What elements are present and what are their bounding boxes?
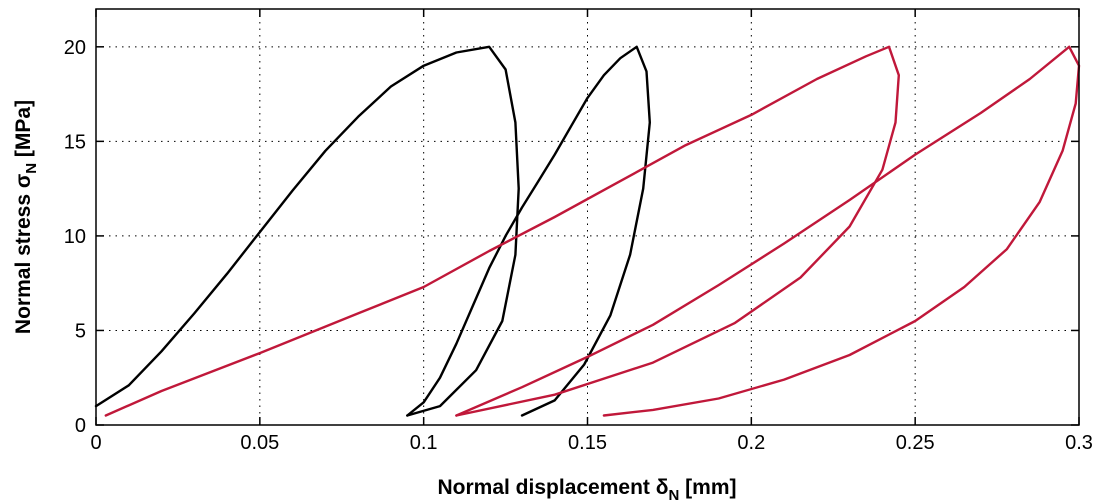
y-tick-label: 15 — [64, 131, 86, 153]
grid — [96, 9, 1079, 425]
series-line-4 — [455, 45, 1081, 417]
x-axis-label: Normal displacement δN [mm] — [438, 476, 737, 504]
x-tick-label: 0.3 — [1065, 432, 1093, 454]
y-tick-label: 20 — [64, 37, 86, 59]
x-tick-label: 0 — [90, 432, 101, 454]
series-line-1 — [94, 45, 520, 417]
x-tick-label: 0.2 — [737, 432, 765, 454]
series-line-2 — [406, 45, 651, 417]
y-tick-label: 5 — [75, 320, 86, 342]
y-axis-label: Normal stress σN [MPa] — [12, 100, 40, 334]
series-line-3 — [104, 45, 900, 417]
y-tick-label: 0 — [75, 415, 86, 437]
x-tick-label: 0.25 — [896, 432, 935, 454]
y-tick-label: 10 — [64, 226, 86, 248]
x-tick-label: 0.15 — [568, 432, 607, 454]
axes-frame — [95, 8, 1080, 426]
x-tick-label: 0.1 — [410, 432, 438, 454]
x-tick-label: 0.05 — [240, 432, 279, 454]
ticks: 0 0.05 0.1 0.15 0.2 0.25 0.3 0 5 10 15 20 — [64, 9, 1093, 454]
